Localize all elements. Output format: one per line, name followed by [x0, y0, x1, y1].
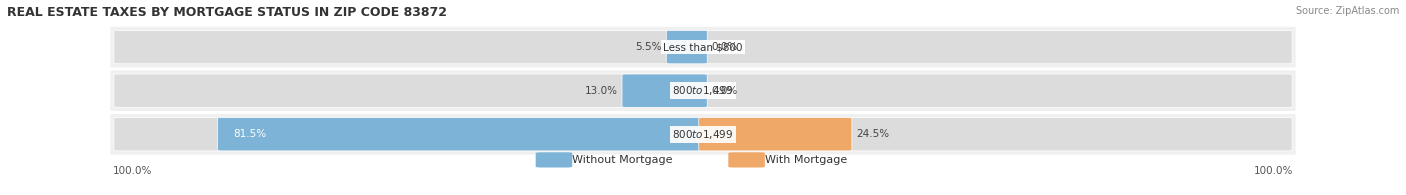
Text: 5.5%: 5.5%: [636, 42, 662, 52]
Text: With Mortgage: With Mortgage: [765, 155, 846, 165]
Text: 24.5%: 24.5%: [856, 129, 889, 139]
Text: 100.0%: 100.0%: [1254, 166, 1294, 176]
Text: 0.0%: 0.0%: [711, 42, 738, 52]
Text: $800 to $1,499: $800 to $1,499: [672, 84, 734, 97]
Text: 81.5%: 81.5%: [233, 129, 266, 139]
Text: Without Mortgage: Without Mortgage: [572, 155, 672, 165]
Text: Less than $800: Less than $800: [664, 42, 742, 52]
Text: 13.0%: 13.0%: [585, 86, 617, 96]
Text: Source: ZipAtlas.com: Source: ZipAtlas.com: [1295, 6, 1399, 16]
Text: REAL ESTATE TAXES BY MORTGAGE STATUS IN ZIP CODE 83872: REAL ESTATE TAXES BY MORTGAGE STATUS IN …: [7, 6, 447, 19]
Text: 0.0%: 0.0%: [711, 86, 738, 96]
Text: $800 to $1,499: $800 to $1,499: [672, 128, 734, 141]
Text: 100.0%: 100.0%: [112, 166, 152, 176]
